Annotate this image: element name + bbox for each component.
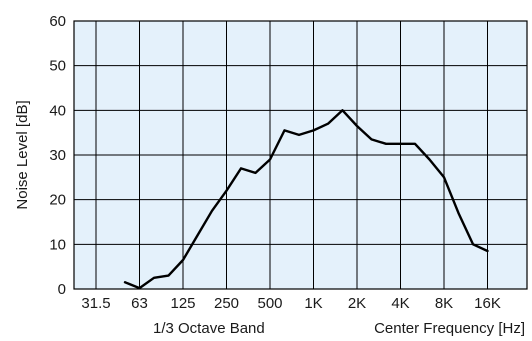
- data-point: [457, 212, 460, 214]
- data-point: [443, 176, 445, 178]
- data-point: [370, 138, 373, 140]
- plot-frame: [73, 20, 528, 290]
- series-line: [123, 109, 489, 290]
- x-axis-title-right: Center Frequency [Hz]: [374, 320, 525, 337]
- grid-layer: [74, 21, 527, 289]
- y-axis-title: Noise Level [dB]: [14, 100, 31, 209]
- x-tick-label: 2K: [348, 295, 366, 312]
- data-point: [341, 109, 344, 111]
- data-point: [225, 190, 228, 192]
- x-axis-title-left: 1/3 Octave Band: [153, 320, 265, 337]
- data-point: [327, 123, 329, 125]
- data-point: [124, 281, 126, 283]
- y-tick-label: 60: [49, 13, 66, 30]
- x-tick-label: 125: [170, 295, 195, 312]
- tick-labels: 0 10 20 30 40 50 60 31.5 63 125 250 500 1K 2K 4K 8K 16K: [49, 13, 501, 312]
- x-tick-label: 500: [257, 295, 282, 312]
- data-point: [428, 158, 431, 161]
- data-point: [385, 143, 387, 145]
- data-point: [182, 259, 184, 261]
- data-point: [269, 158, 271, 161]
- data-point: [196, 234, 199, 236]
- data-point: [486, 250, 489, 252]
- series-layer: [123, 109, 489, 290]
- data-point: [356, 125, 358, 127]
- x-tick-label: 16K: [474, 295, 501, 312]
- data-point: [211, 210, 213, 212]
- data-point: [399, 143, 402, 145]
- data-point: [414, 143, 416, 145]
- data-point: [254, 172, 257, 174]
- data-point: [312, 129, 315, 132]
- x-tick-label: 31.5: [81, 295, 110, 312]
- y-tick-label: 40: [49, 102, 66, 119]
- y-tick-label: 50: [49, 58, 66, 75]
- data-point: [167, 275, 170, 277]
- x-tick-label: 63: [131, 295, 148, 312]
- data-point: [153, 277, 155, 279]
- data-point: [138, 287, 141, 289]
- y-tick-label: 30: [49, 147, 66, 164]
- data-point: [283, 129, 286, 132]
- y-tick-label: 20: [49, 192, 66, 209]
- data-point: [472, 243, 474, 245]
- x-tick-label: 4K: [391, 295, 409, 312]
- x-tick-label: 250: [214, 295, 239, 312]
- x-tick-label: 1K: [304, 295, 322, 312]
- data-point: [240, 167, 242, 169]
- y-tick-label: 10: [49, 236, 66, 253]
- data-point: [298, 134, 300, 136]
- x-tick-label: 8K: [435, 295, 453, 312]
- y-tick-label: 0: [58, 281, 66, 298]
